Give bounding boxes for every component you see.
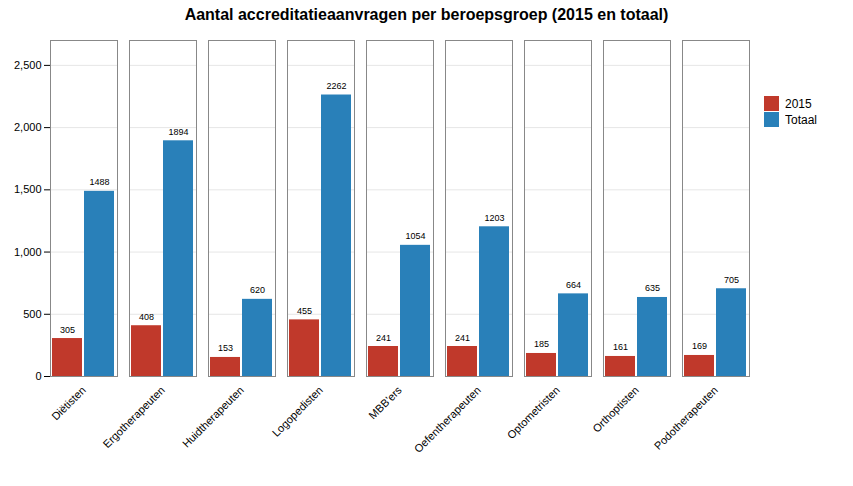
svg-text:241: 241 <box>455 333 470 343</box>
svg-text:Ergotherapeuten: Ergotherapeuten <box>100 384 166 450</box>
svg-text:664: 664 <box>566 280 581 290</box>
svg-text:1894: 1894 <box>168 127 188 137</box>
svg-text:Orthoptisten: Orthoptisten <box>590 384 641 435</box>
html-text:Aantal accreditatieaanvragen p: Aantal accreditatieaanvragen per beroeps… <box>184 6 669 23</box>
svg-text:Oefentherapeuten: Oefentherapeuten <box>412 384 483 455</box>
svg-text:635: 635 <box>645 283 660 293</box>
svg-text:620: 620 <box>250 285 265 295</box>
svg-text:705: 705 <box>724 275 739 285</box>
svg-text:455: 455 <box>297 306 312 316</box>
svg-text:1203: 1203 <box>484 213 504 223</box>
svg-text:MBB'ers: MBB'ers <box>366 383 404 421</box>
svg-text:1054: 1054 <box>405 231 425 241</box>
svg-text:241: 241 <box>376 333 391 343</box>
svg-text:305: 305 <box>60 325 75 335</box>
svg-text:2,000: 2,000 <box>14 121 42 133</box>
html-text:Totaal: Totaal <box>785 112 817 127</box>
svg-text:Logopedisten: Logopedisten <box>270 384 325 439</box>
svg-text:Optometristen: Optometristen <box>505 384 562 441</box>
svg-text:408: 408 <box>139 312 154 322</box>
svg-text:161: 161 <box>613 342 628 352</box>
svg-text:Diëtisten: Diëtisten <box>49 384 88 423</box>
svg-text:169: 169 <box>692 341 707 351</box>
svg-text:2262: 2262 <box>326 81 346 91</box>
svg-text:185: 185 <box>534 339 549 349</box>
svg-text:0: 0 <box>35 370 41 382</box>
svg-text:2,500: 2,500 <box>14 59 42 71</box>
svg-text:1488: 1488 <box>89 177 109 187</box>
svg-text:500: 500 <box>23 308 41 320</box>
html-text:2015: 2015 <box>785 96 812 111</box>
svg-text:Huidtherapeuten: Huidtherapeuten <box>180 384 246 450</box>
svg-text:1,500: 1,500 <box>14 183 42 195</box>
svg-text:1,000: 1,000 <box>14 246 42 258</box>
svg-text:Podotherapeuten: Podotherapeuten <box>652 384 720 452</box>
svg-text:153: 153 <box>218 343 233 353</box>
